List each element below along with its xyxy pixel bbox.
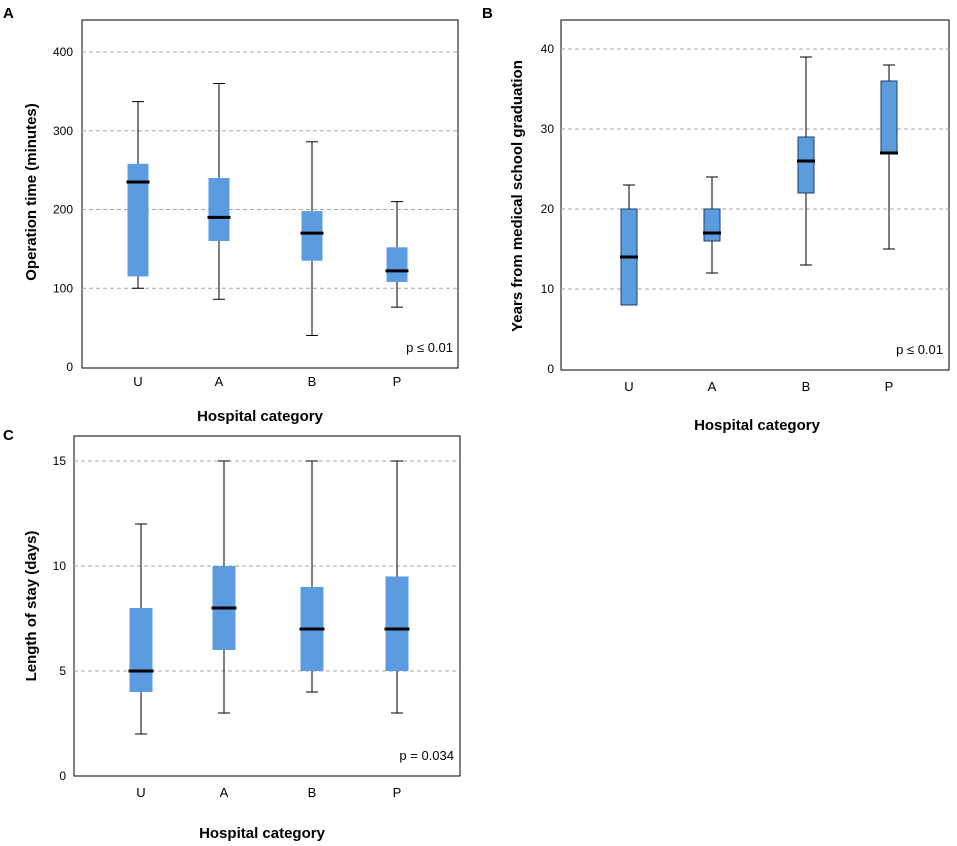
box-u xyxy=(620,184,638,306)
x-axis-title-b: Hospital category xyxy=(694,417,821,434)
box-u xyxy=(126,101,150,289)
p-value-c: p = 0.034 xyxy=(399,748,454,763)
x-tick-label: B xyxy=(802,379,811,394)
p-value-b: p ≤ 0.01 xyxy=(896,342,943,357)
x-tick-label: P xyxy=(393,374,402,389)
y-tick-label: 10 xyxy=(53,559,67,573)
y-tick-label: 400 xyxy=(53,45,73,59)
x-axis-title-a: Hospital category xyxy=(197,408,324,425)
panel-b: B 0 10 20 30 40 U A B P Years from medical scho… xyxy=(482,5,950,434)
y-tick-label: 15 xyxy=(53,454,67,468)
x-tick-label: A xyxy=(220,785,229,800)
y-tick-label: 300 xyxy=(53,124,73,138)
box-p xyxy=(880,64,898,250)
panel-letter-b: B xyxy=(482,5,493,22)
panel-c: C 0 5 10 15 U A B P Length of stay (days) Hosp… xyxy=(3,427,461,842)
y-tick-label: 0 xyxy=(66,360,73,374)
iqr-box xyxy=(127,163,149,277)
box-p xyxy=(385,201,409,308)
iqr-box xyxy=(797,136,815,194)
y-tick-label: 200 xyxy=(53,203,73,217)
box-a xyxy=(207,83,231,300)
iqr-box xyxy=(208,178,230,241)
y-tick-label: 30 xyxy=(541,122,555,136)
x-tick-label: P xyxy=(885,379,894,394)
box-b xyxy=(300,141,324,336)
box-b xyxy=(797,56,815,266)
x-tick-label: A xyxy=(708,379,717,394)
iqr-box xyxy=(386,247,408,282)
iqr-box xyxy=(880,80,898,154)
iqr-box xyxy=(129,608,153,692)
x-tick-label: B xyxy=(308,785,317,800)
x-tick-label: A xyxy=(215,374,224,389)
box-u xyxy=(128,523,154,735)
x-tick-label: B xyxy=(308,374,317,389)
y-axis-title-c: Length of stay (days) xyxy=(23,531,40,682)
x-tick-label: U xyxy=(133,374,142,389)
y-axis-title-b: Years from medical school graduation xyxy=(509,60,526,332)
iqr-box xyxy=(385,576,409,671)
panel-letter-a: A xyxy=(3,5,14,22)
panel-letter-c: C xyxy=(3,427,14,444)
box-p xyxy=(384,460,410,714)
p-value-a: p ≤ 0.01 xyxy=(406,340,453,355)
box-b xyxy=(299,460,325,693)
x-tick-label: U xyxy=(624,379,633,394)
box-a xyxy=(703,176,721,274)
y-tick-label: 5 xyxy=(59,664,66,678)
box-a xyxy=(211,460,237,714)
plot-frame-a xyxy=(81,19,459,369)
plot-frame-c xyxy=(73,435,461,777)
y-axis-title-a: Operation time (minutes) xyxy=(23,103,40,281)
y-tick-label: 20 xyxy=(541,202,555,216)
plot-frame-b xyxy=(560,19,950,371)
x-tick-label: P xyxy=(393,785,402,800)
y-tick-label: 100 xyxy=(53,281,73,295)
x-axis-title-c: Hospital category xyxy=(199,825,326,842)
x-tick-label: U xyxy=(136,785,145,800)
panel-a: A 0 100 200 300 400 U A B P Operation time (min… xyxy=(3,5,459,425)
iqr-box xyxy=(301,211,323,261)
y-tick-label: 0 xyxy=(59,769,66,783)
y-tick-label: 40 xyxy=(541,42,555,56)
y-tick-label: 0 xyxy=(547,362,554,376)
y-tick-label: 10 xyxy=(541,282,555,296)
iqr-box xyxy=(703,208,721,242)
